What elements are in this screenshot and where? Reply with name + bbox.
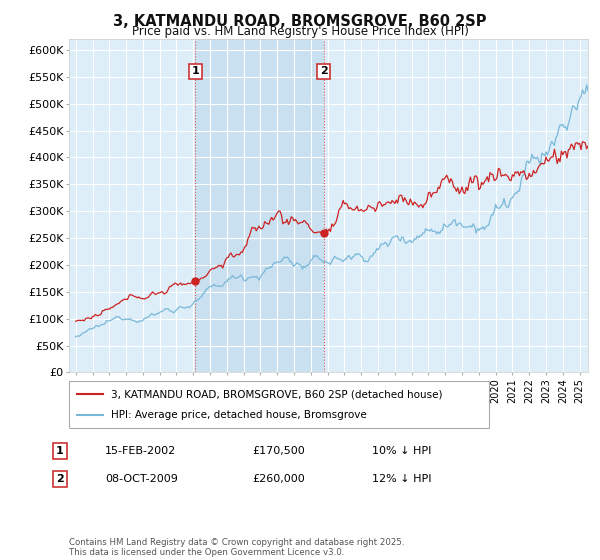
Text: Price paid vs. HM Land Registry's House Price Index (HPI): Price paid vs. HM Land Registry's House …: [131, 25, 469, 38]
FancyBboxPatch shape: [69, 381, 489, 428]
Text: Contains HM Land Registry data © Crown copyright and database right 2025.
This d: Contains HM Land Registry data © Crown c…: [69, 538, 404, 557]
Text: 10% ↓ HPI: 10% ↓ HPI: [372, 446, 431, 456]
Text: 15-FEB-2002: 15-FEB-2002: [105, 446, 176, 456]
Text: 3, KATMANDU ROAD, BROMSGROVE, B60 2SP: 3, KATMANDU ROAD, BROMSGROVE, B60 2SP: [113, 14, 487, 29]
Text: 3, KATMANDU ROAD, BROMSGROVE, B60 2SP (detached house): 3, KATMANDU ROAD, BROMSGROVE, B60 2SP (d…: [111, 389, 443, 399]
Text: £260,000: £260,000: [252, 474, 305, 484]
Text: 1: 1: [191, 67, 199, 77]
Text: 2: 2: [56, 474, 64, 484]
Text: 1: 1: [56, 446, 64, 456]
Text: 08-OCT-2009: 08-OCT-2009: [105, 474, 178, 484]
Text: £170,500: £170,500: [252, 446, 305, 456]
Text: HPI: Average price, detached house, Bromsgrove: HPI: Average price, detached house, Brom…: [111, 410, 367, 420]
Text: 2: 2: [320, 67, 328, 77]
Bar: [196, 39, 324, 372]
Text: 12% ↓ HPI: 12% ↓ HPI: [372, 474, 431, 484]
